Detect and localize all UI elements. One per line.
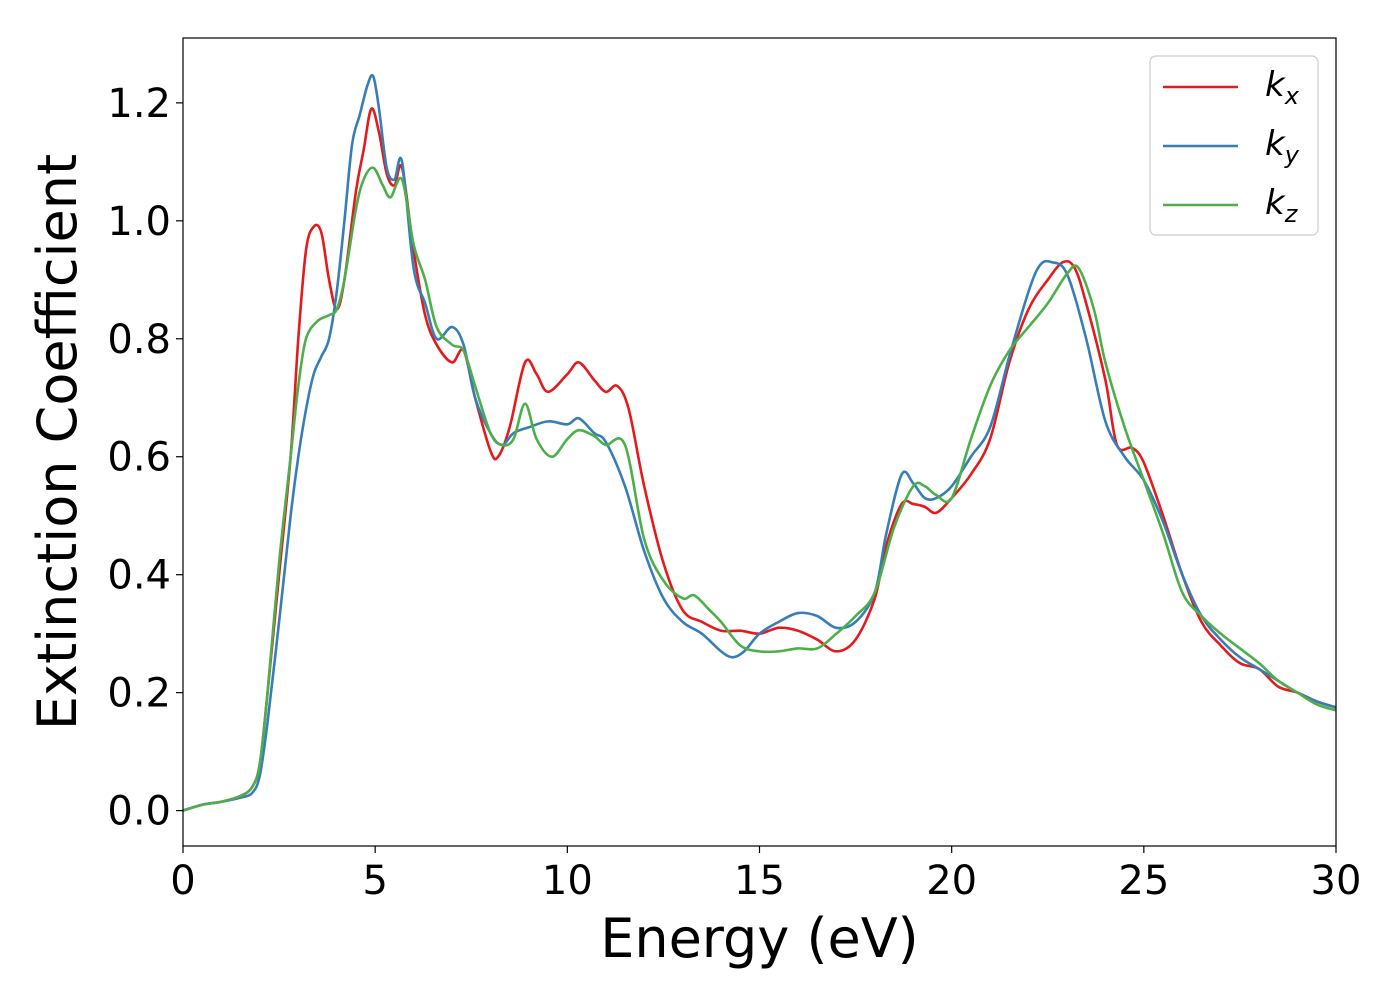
y-tick-label: 0.8 [107,317,171,363]
x-tick-label: 20 [926,858,977,904]
y-tick-label: 1.2 [107,81,171,127]
x-tick-label: 5 [362,858,387,904]
y-tick-label: 0.2 [107,671,171,717]
series-line-z [183,166,1336,812]
x-tick-label: 25 [1118,858,1169,904]
x-axis-title: Energy (eV) [600,907,919,970]
x-tick-label: 0 [170,858,195,904]
x-tick-label: 15 [734,858,785,904]
series-line-y [183,73,1336,812]
y-axis-title: Extinction Coefficient [26,154,89,730]
x-tick-label: 10 [542,858,593,904]
y-tick-label: 0.4 [107,553,171,599]
y-axis: 0.0 0.2 0.4 0.6 0.8 1.0 1.2 [107,81,183,835]
x-tick-label: 30 [1311,858,1362,904]
y-tick-label: 0.6 [107,435,171,481]
legend-label-x: kx [1265,65,1300,110]
x-axis: 0 5 10 15 20 25 30 [170,846,1361,904]
legend-label-y: ky [1265,124,1300,169]
legend: kx ky kz [1149,55,1319,236]
series-layer [183,73,1336,812]
y-tick-label: 0.0 [107,789,171,835]
legend-label-z: kz [1265,183,1299,228]
series-line-x [183,107,1336,812]
y-tick-label: 1.0 [107,199,171,245]
